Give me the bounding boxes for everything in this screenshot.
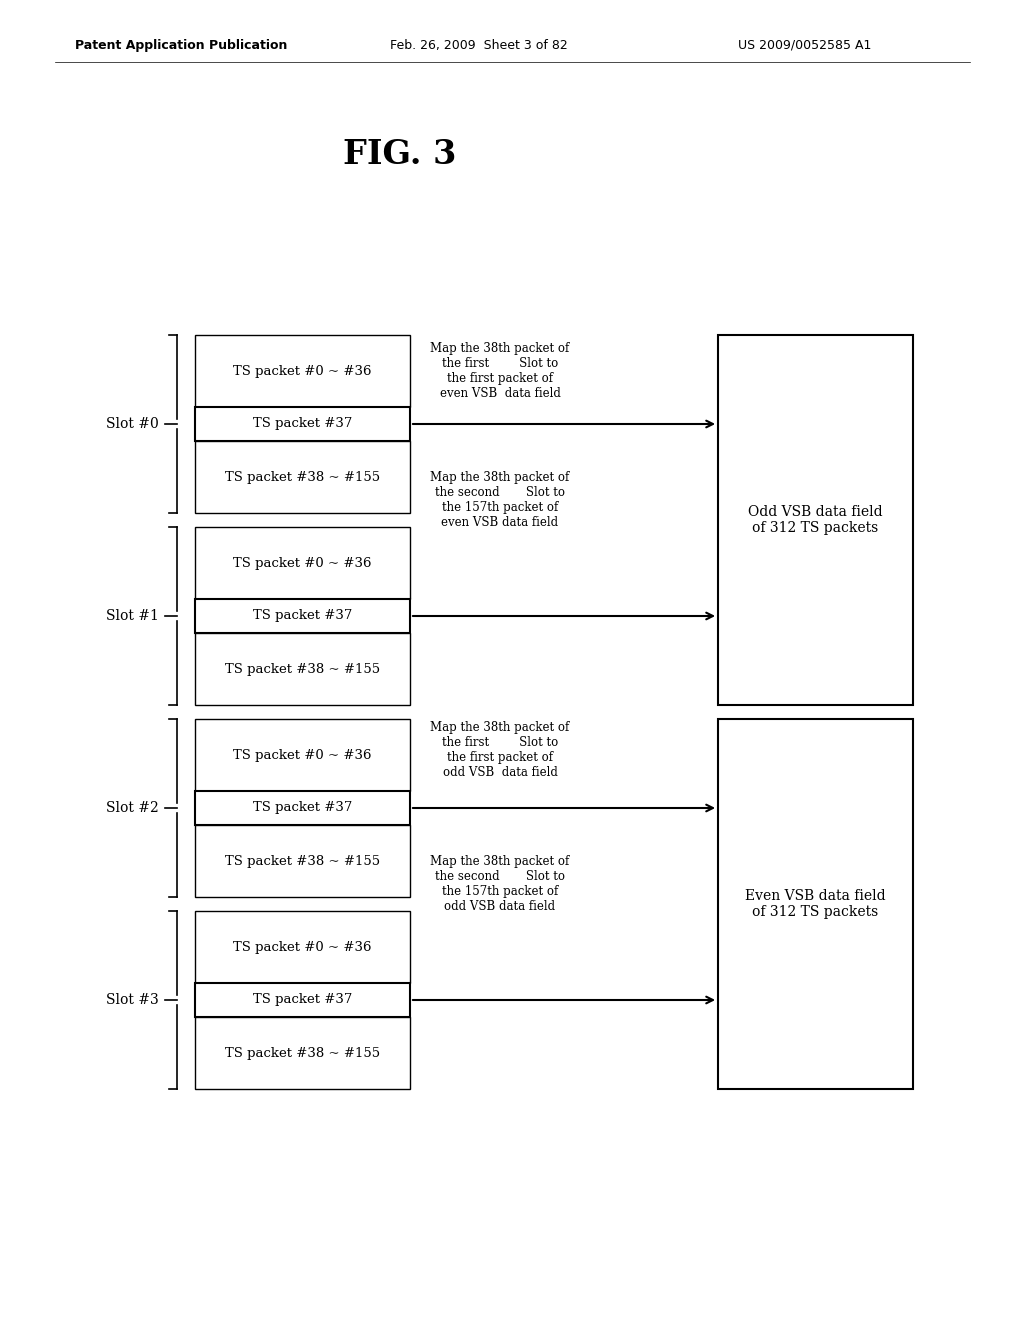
- Text: Map the 38th packet of
the second       Slot to
the 157th packet of
odd VSB data: Map the 38th packet of the second Slot t…: [430, 854, 569, 912]
- Text: Odd VSB data field
of 312 TS packets: Odd VSB data field of 312 TS packets: [749, 504, 883, 535]
- Text: TS packet #0 ~ #36: TS packet #0 ~ #36: [233, 748, 372, 762]
- Text: Feb. 26, 2009  Sheet 3 of 82: Feb. 26, 2009 Sheet 3 of 82: [390, 38, 567, 51]
- Bar: [195, 791, 410, 825]
- Text: US 2009/0052585 A1: US 2009/0052585 A1: [738, 38, 871, 51]
- Bar: [718, 719, 913, 1089]
- Text: TS packet #38 ~ #155: TS packet #38 ~ #155: [225, 663, 380, 676]
- Bar: [195, 911, 410, 983]
- Bar: [195, 441, 410, 513]
- Bar: [195, 527, 410, 599]
- Text: TS packet #38 ~ #155: TS packet #38 ~ #155: [225, 470, 380, 483]
- Text: TS packet #38 ~ #155: TS packet #38 ~ #155: [225, 854, 380, 867]
- Text: TS packet #37: TS packet #37: [253, 801, 352, 814]
- Text: Patent Application Publication: Patent Application Publication: [75, 38, 288, 51]
- Text: Slot #0: Slot #0: [106, 417, 159, 432]
- Bar: [195, 825, 410, 898]
- Text: TS packet #37: TS packet #37: [253, 610, 352, 623]
- Text: TS packet #37: TS packet #37: [253, 417, 352, 430]
- Text: Map the 38th packet of
the first        Slot to
the first packet of
odd VSB  dat: Map the 38th packet of the first Slot to…: [430, 721, 569, 779]
- Bar: [718, 335, 913, 705]
- Bar: [195, 634, 410, 705]
- Text: Even VSB data field
of 312 TS packets: Even VSB data field of 312 TS packets: [745, 888, 886, 919]
- Text: Slot #2: Slot #2: [106, 801, 159, 814]
- Bar: [195, 407, 410, 441]
- Bar: [195, 1016, 410, 1089]
- Text: Slot #3: Slot #3: [106, 993, 159, 1007]
- Text: TS packet #37: TS packet #37: [253, 994, 352, 1006]
- Bar: [195, 983, 410, 1016]
- Text: Map the 38th packet of
the second       Slot to
the 157th packet of
even VSB dat: Map the 38th packet of the second Slot t…: [430, 470, 569, 528]
- Bar: [195, 719, 410, 791]
- Text: TS packet #0 ~ #36: TS packet #0 ~ #36: [233, 557, 372, 569]
- Text: TS packet #0 ~ #36: TS packet #0 ~ #36: [233, 940, 372, 953]
- Bar: [195, 599, 410, 634]
- Text: TS packet #38 ~ #155: TS packet #38 ~ #155: [225, 1047, 380, 1060]
- Bar: [195, 335, 410, 407]
- Text: FIG. 3: FIG. 3: [343, 139, 457, 172]
- Text: Slot #1: Slot #1: [106, 609, 159, 623]
- Text: TS packet #0 ~ #36: TS packet #0 ~ #36: [233, 364, 372, 378]
- Text: Map the 38th packet of
the first        Slot to
the first packet of
even VSB  da: Map the 38th packet of the first Slot to…: [430, 342, 569, 400]
